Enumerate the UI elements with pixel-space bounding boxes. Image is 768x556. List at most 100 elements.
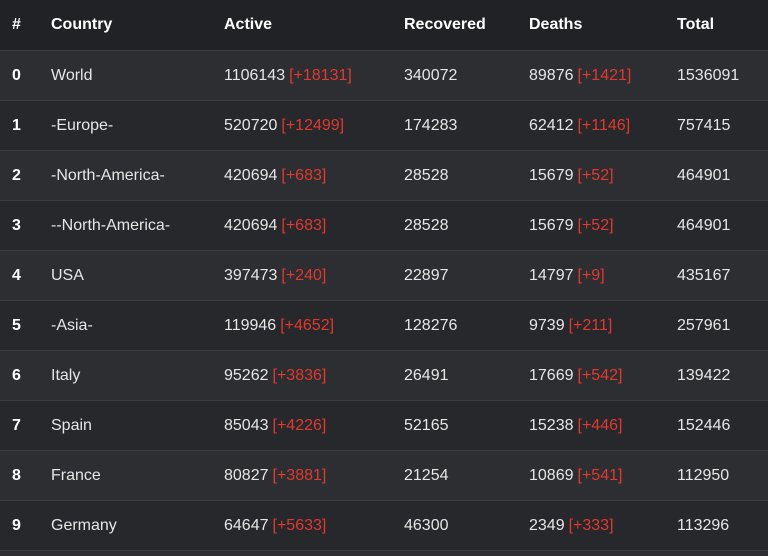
- country-name: USA: [51, 267, 84, 284]
- row-index: 1: [12, 117, 21, 134]
- deaths-value: 89876: [529, 67, 574, 84]
- total-value: 113296: [677, 517, 730, 534]
- row-index: 8: [12, 467, 21, 484]
- deaths-value: 15679: [529, 167, 574, 184]
- recovered-value: 22897: [404, 267, 449, 284]
- country-name: Germany: [51, 517, 117, 534]
- active-cell: 420694 [+683]: [224, 201, 326, 250]
- deaths-cell: 89876 [+1421]: [529, 51, 631, 100]
- deaths-value: 2349: [529, 517, 565, 534]
- deaths-value: 15679: [529, 217, 574, 234]
- active-cell: 119946 [+4652]: [224, 301, 334, 350]
- total-value: 257961: [677, 317, 731, 334]
- deaths-cell: 17669 [+542]: [529, 351, 622, 400]
- total-value: 435167: [677, 267, 731, 284]
- active-value: 520720: [224, 117, 278, 134]
- active-delta: [+18131]: [289, 67, 352, 84]
- table-body: 0 World 1106143 [+18131] 340072 89876 [+1421] 1…: [0, 51, 768, 551]
- deaths-cell: 15679 [+52]: [529, 151, 614, 200]
- deaths-cell: 2349 [+333]: [529, 501, 614, 550]
- row-index: 4: [12, 267, 21, 284]
- header-total[interactable]: Total: [677, 16, 715, 33]
- active-value: 1106143: [224, 67, 286, 84]
- deaths-cell: 10869 [+541]: [529, 451, 622, 500]
- deaths-delta: [+211]: [568, 317, 613, 334]
- table-row[interactable]: 4 USA 397473 [+240] 22897 14797 [+9] 435167: [0, 251, 768, 301]
- recovered-value: 46300: [404, 517, 449, 534]
- total-value: 757415: [677, 117, 731, 134]
- header-country[interactable]: Country: [51, 16, 113, 33]
- active-value: 85043: [224, 417, 269, 434]
- total-value: 139422: [677, 367, 731, 384]
- recovered-value: 174283: [404, 117, 458, 134]
- deaths-cell: 15238 [+446]: [529, 401, 622, 450]
- active-cell: 95262 [+3836]: [224, 351, 326, 400]
- total-value: 464901: [677, 217, 731, 234]
- deaths-cell: 9739 [+211]: [529, 301, 612, 350]
- recovered-value: 340072: [404, 67, 458, 84]
- active-value: 420694: [224, 217, 278, 234]
- active-value: 397473: [224, 267, 278, 284]
- active-delta: [+240]: [281, 267, 327, 284]
- deaths-value: 14797: [529, 267, 574, 284]
- deaths-cell: 15679 [+52]: [529, 201, 614, 250]
- table-row[interactable]: 6 Italy 95262 [+3836] 26491 17669 [+542] 139422: [0, 351, 768, 401]
- active-delta: [+683]: [281, 167, 327, 184]
- header-active[interactable]: Active: [224, 16, 273, 33]
- active-delta: [+3881]: [272, 467, 327, 484]
- recovered-value: 52165: [404, 417, 449, 434]
- table-header-row: # Country Active Recovered Deaths Total: [0, 0, 768, 51]
- country-name: -North-America-: [51, 167, 165, 184]
- active-value: 420694: [224, 167, 278, 184]
- country-name: Italy: [51, 367, 81, 384]
- row-index: 7: [12, 417, 21, 434]
- table-row[interactable]: 8 France 80827 [+3881] 21254 10869 [+541] 11295…: [0, 451, 768, 501]
- active-delta: [+3836]: [272, 367, 327, 384]
- active-cell: 520720 [+12499]: [224, 101, 344, 150]
- recovered-value: 26491: [404, 367, 449, 384]
- deaths-delta: [+52]: [577, 167, 614, 184]
- header-deaths[interactable]: Deaths: [529, 16, 583, 33]
- table-row[interactable]: 3 --North-America- 420694 [+683] 28528 15679[…: [0, 201, 768, 251]
- deaths-value: 9739: [529, 317, 565, 334]
- deaths-delta: [+52]: [577, 217, 614, 234]
- deaths-delta: [+9]: [577, 267, 605, 284]
- active-cell: 80827 [+3881]: [224, 451, 326, 500]
- recovered-value: 128276: [404, 317, 458, 334]
- deaths-delta: [+446]: [577, 417, 623, 434]
- table-row[interactable]: 1 -Europe- 520720 [+12499] 174283 62412 [+1146…: [0, 101, 768, 151]
- table-row[interactable]: 7 Spain 85043 [+4226] 52165 15238 [+446] 152446: [0, 401, 768, 451]
- active-cell: 1106143 [+18131]: [224, 51, 352, 100]
- active-delta: [+12499]: [281, 117, 345, 134]
- active-value: 64647: [224, 517, 269, 534]
- total-value: 1536091: [677, 67, 740, 84]
- recovered-value: 21254: [404, 467, 449, 484]
- row-index: 0: [12, 67, 21, 84]
- active-value: 95262: [224, 367, 269, 384]
- header-index[interactable]: #: [12, 16, 21, 33]
- active-value: 80827: [224, 467, 269, 484]
- deaths-value: 15238: [529, 417, 574, 434]
- active-delta: [+5633]: [272, 517, 327, 534]
- total-value: 112950: [677, 467, 730, 484]
- deaths-value: 10869: [529, 467, 574, 484]
- active-delta: [+683]: [281, 217, 327, 234]
- table-row[interactable]: 2 -North-America- 420694 [+683] 28528 15679 [+…: [0, 151, 768, 201]
- active-cell: 420694 [+683]: [224, 151, 326, 200]
- recovered-value: 28528: [404, 217, 449, 234]
- deaths-delta: [+1146]: [577, 117, 631, 134]
- active-cell: 397473 [+240]: [224, 251, 326, 300]
- table-row[interactable]: 9 Germany 64647 [+5633] 46300 2349 [+333] 11329…: [0, 501, 768, 551]
- header-recovered[interactable]: Recovered: [404, 16, 486, 33]
- row-index: 3: [12, 217, 21, 234]
- active-delta: [+4652]: [280, 317, 335, 334]
- recovered-value: 28528: [404, 167, 449, 184]
- deaths-delta: [+542]: [577, 367, 623, 384]
- row-index: 9: [12, 517, 21, 534]
- table-row[interactable]: 0 World 1106143 [+18131] 340072 89876 [+1421] 1…: [0, 51, 768, 101]
- table-row[interactable]: 5 -Asia- 119946 [+4652] 128276 9739 [+211] 2579…: [0, 301, 768, 351]
- deaths-cell: 14797 [+9]: [529, 251, 605, 300]
- row-index: 5: [12, 317, 21, 334]
- country-name: Spain: [51, 417, 92, 434]
